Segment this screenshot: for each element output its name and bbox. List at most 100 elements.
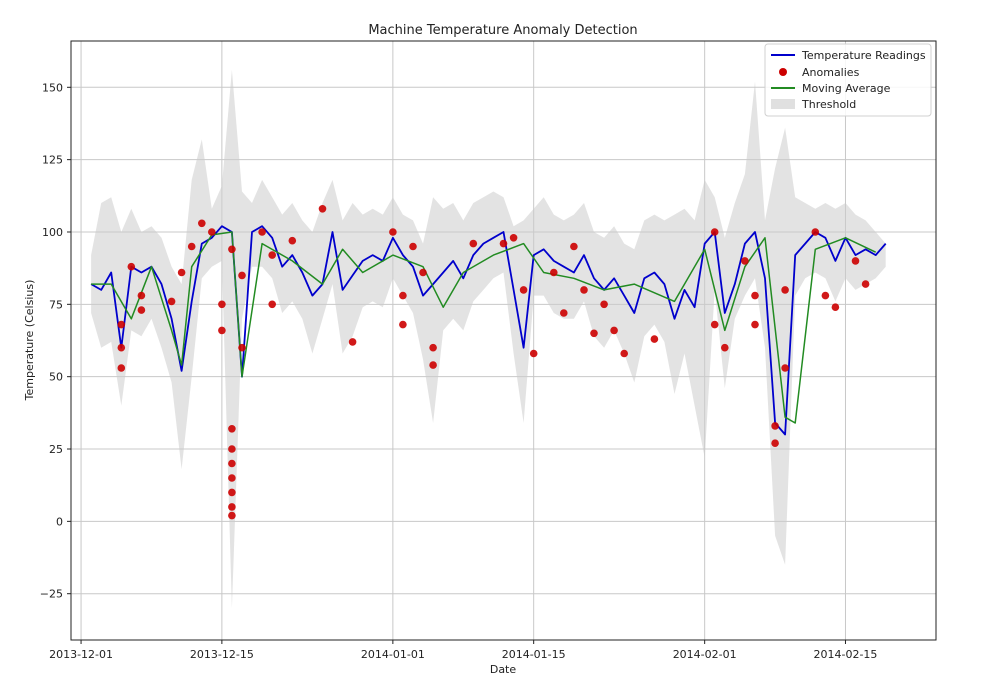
grid-layer <box>71 41 936 640</box>
anomaly-point <box>419 268 427 277</box>
anomaly-point <box>519 286 528 294</box>
threshold-band-layer <box>91 69 886 609</box>
chart-title: Machine Temperature Anomaly Detection <box>368 23 637 38</box>
moving-average-line <box>91 231 877 424</box>
y-tick-label: 125 <box>42 154 63 167</box>
y-axis-label: Temperature (Celsius) <box>23 280 36 402</box>
y-tick-label: 100 <box>42 226 63 239</box>
temperature-line-layer <box>90 225 887 436</box>
y-tick-label: 75 <box>49 298 63 311</box>
anomaly-point <box>238 271 246 280</box>
anomaly-point <box>348 338 357 346</box>
anomaly-point <box>228 459 236 468</box>
anomaly-point <box>228 445 236 453</box>
legend: Temperature Readings Anomalies Moving Av… <box>764 43 932 117</box>
anomaly-point <box>218 300 226 309</box>
anomaly-point <box>580 286 588 294</box>
anomaly-point <box>228 511 236 520</box>
y-tick-label: 0 <box>56 515 63 528</box>
anomaly-point <box>238 343 246 352</box>
legend-temperature-label: Temperature Readings <box>801 49 926 62</box>
anomaly-point <box>228 425 236 433</box>
anomaly-point <box>228 488 236 497</box>
y-tick-label: 150 <box>42 81 63 94</box>
anomaly-point <box>117 320 126 329</box>
anomaly-point <box>399 320 407 329</box>
anomaly-point <box>137 291 146 300</box>
anomaly-point <box>198 219 206 228</box>
anomaly-point <box>560 309 568 317</box>
legend-threshold-swatch <box>771 99 795 109</box>
anomaly-point <box>208 228 216 236</box>
anomaly-point <box>710 228 719 236</box>
anomaly-point <box>399 291 407 300</box>
tick-layer: −25 0 25 50 75 100 125 150 2013-12-01 2013-12-15 2… <box>40 81 878 661</box>
anomaly-point <box>117 343 126 352</box>
anomaly-point <box>821 291 830 300</box>
anomaly-point <box>529 349 538 358</box>
anomaly-point <box>228 474 236 482</box>
y-tick-label: 50 <box>49 371 63 384</box>
anomaly-point <box>177 268 186 277</box>
anomaly-point <box>429 361 437 369</box>
anomaly-point <box>117 364 126 372</box>
anomaly-point <box>509 234 518 242</box>
anomaly-point <box>721 343 729 352</box>
anomaly-point <box>590 329 598 338</box>
anomaly-point <box>781 364 789 372</box>
anomaly-point <box>751 291 759 300</box>
anomaly-point <box>600 300 608 309</box>
anomaly-point <box>610 326 618 335</box>
legend-moving-average-label: Moving Average <box>802 82 891 95</box>
anomaly-point <box>550 268 558 277</box>
anomaly-point <box>268 300 277 309</box>
anomaly-point <box>831 303 840 312</box>
legend-anomalies-label: Anomalies <box>802 66 860 79</box>
y-tick-label: 25 <box>49 443 63 456</box>
legend-threshold-label: Threshold <box>801 98 856 111</box>
anomaly-point <box>771 422 779 430</box>
anomaly-point <box>851 257 860 265</box>
anomaly-point <box>258 228 266 236</box>
anomaly-point <box>137 306 146 314</box>
x-tick-label: 2014-02-01 <box>673 648 737 661</box>
anomaly-point <box>751 320 759 329</box>
anomaly-point <box>228 503 236 511</box>
anomaly-point <box>771 439 779 448</box>
anomaly-point <box>218 326 226 335</box>
legend-frame <box>764 43 932 117</box>
anomaly-point <box>167 297 176 306</box>
anomaly-point <box>228 245 236 254</box>
anomaly-point <box>288 236 297 245</box>
anomaly-point <box>620 349 628 358</box>
anomaly-point <box>650 335 659 343</box>
anomalies-layer <box>117 205 870 520</box>
x-tick-label: 2013-12-15 <box>190 648 254 661</box>
x-tick-label: 2013-12-01 <box>49 648 113 661</box>
anomaly-point <box>127 262 136 271</box>
y-tick-label: −25 <box>40 588 63 601</box>
x-tick-label: 2014-02-15 <box>814 648 878 661</box>
plot-frame <box>70 40 937 641</box>
anomaly-point <box>389 228 397 236</box>
anomaly-point <box>811 228 820 236</box>
anomaly-point <box>781 286 789 294</box>
anomaly-point <box>469 239 478 248</box>
anomaly-point <box>741 257 749 265</box>
anomaly-point <box>268 251 277 259</box>
anomaly-point <box>499 239 508 248</box>
anomaly-point <box>861 280 870 288</box>
legend-anomalies-swatch <box>779 68 787 76</box>
temperature-readings-line <box>90 225 887 436</box>
anomaly-point <box>710 320 719 329</box>
anomaly-point <box>187 242 196 251</box>
anomaly-point <box>409 242 417 251</box>
threshold-band <box>91 69 886 609</box>
x-axis-label: Date <box>490 663 517 676</box>
moving-average-layer <box>91 231 877 424</box>
anomaly-point <box>570 242 578 251</box>
anomaly-point <box>318 205 327 213</box>
x-tick-label: 2014-01-15 <box>502 648 566 661</box>
